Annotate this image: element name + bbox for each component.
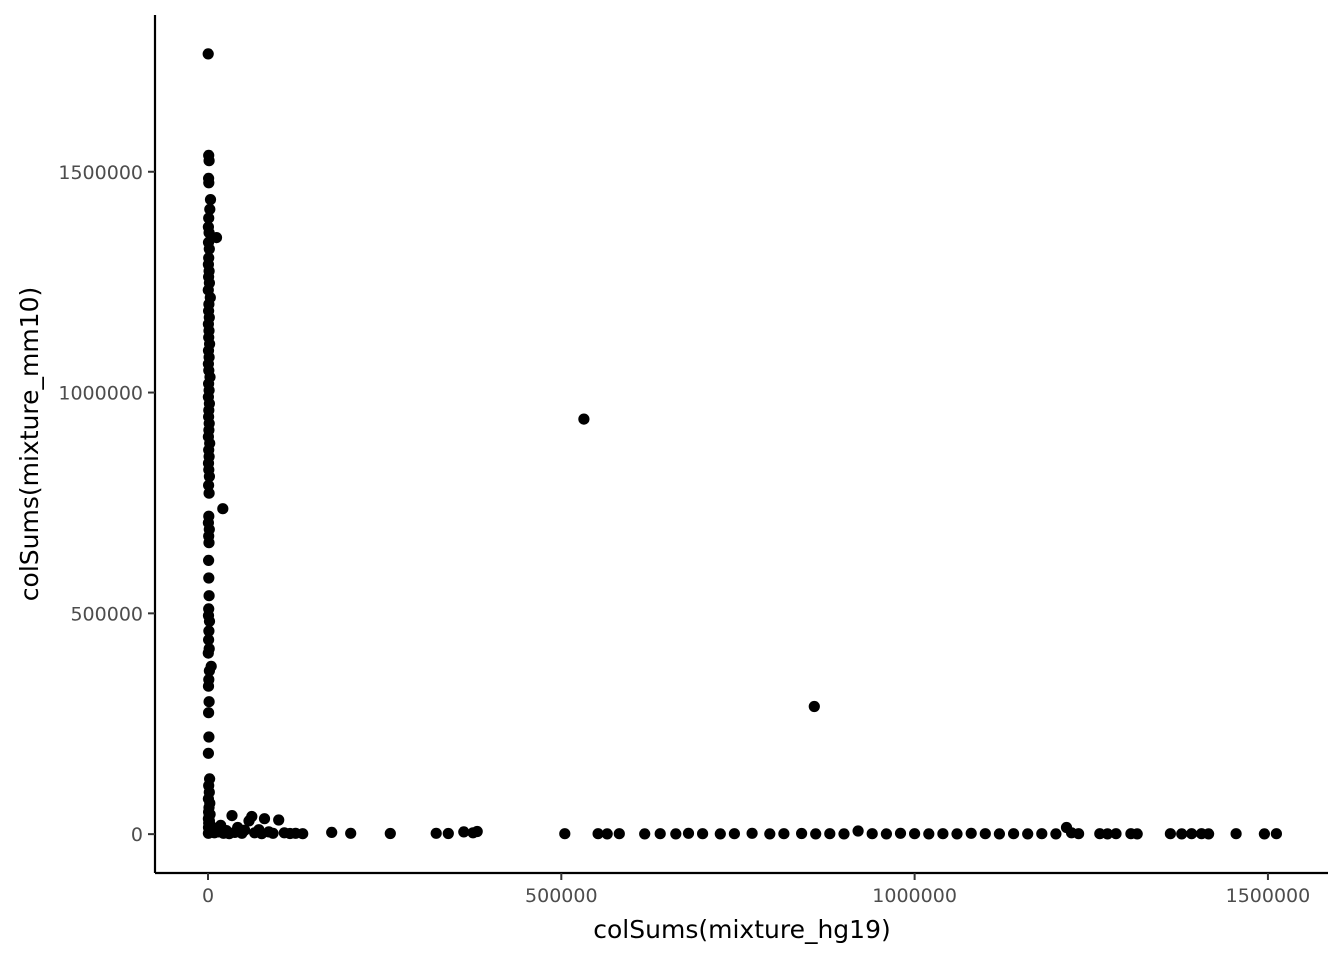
data-point — [203, 696, 215, 708]
data-point — [203, 487, 215, 499]
data-point — [1230, 828, 1242, 840]
y-tick-label: 500000 — [70, 603, 143, 625]
data-point — [654, 828, 666, 840]
data-point — [203, 470, 215, 483]
y-axis-ticks: 0 500000 1000000 1500000 — [58, 162, 155, 846]
x-axis-title: colSums(mixture_hg19) — [593, 915, 890, 944]
data-point — [810, 828, 822, 840]
data-point — [203, 634, 215, 646]
data-point — [204, 194, 217, 206]
data-point — [728, 828, 741, 840]
data-point — [203, 554, 215, 567]
data-point — [258, 813, 271, 825]
y-axis-title: colSums(mixture_mm10) — [15, 287, 44, 601]
data-point — [203, 615, 216, 627]
data-point — [1131, 828, 1143, 840]
data-point — [203, 731, 215, 743]
data-point — [203, 212, 215, 224]
data-point — [203, 155, 215, 167]
data-point — [430, 827, 442, 839]
data-point — [592, 828, 604, 840]
data-point — [909, 828, 921, 840]
data-point — [808, 700, 820, 713]
data-point — [559, 828, 571, 840]
data-point — [697, 828, 709, 840]
data-point — [442, 827, 454, 840]
data-point — [578, 413, 590, 425]
data-point — [458, 826, 470, 838]
data-point — [203, 665, 215, 677]
data-point — [203, 243, 215, 255]
data-point — [345, 827, 357, 839]
data-point — [601, 828, 613, 840]
data-point — [203, 707, 215, 719]
data-point — [778, 828, 790, 840]
data-point — [951, 828, 963, 840]
data-point — [979, 828, 991, 840]
data-point — [267, 827, 279, 839]
data-point — [1036, 828, 1048, 840]
data-point — [1022, 828, 1034, 840]
data-point — [796, 827, 808, 840]
data-point — [226, 810, 238, 822]
data-point — [203, 590, 215, 602]
x-tick-label: 0 — [202, 885, 214, 907]
data-point — [239, 824, 251, 836]
y-tick-label: 1000000 — [58, 383, 143, 405]
data-point — [326, 826, 338, 839]
data-point — [613, 828, 625, 840]
data-point — [923, 828, 935, 840]
data-point — [384, 827, 396, 840]
data-point — [852, 825, 864, 837]
data-point — [714, 828, 726, 840]
data-point — [202, 48, 214, 60]
data-point — [880, 828, 893, 840]
data-point — [1258, 828, 1270, 840]
data-point — [1186, 828, 1198, 840]
data-point — [204, 203, 216, 215]
data-point — [217, 503, 229, 515]
data-point — [764, 828, 776, 840]
data-point — [203, 625, 215, 637]
y-tick-label: 0 — [131, 824, 143, 846]
data-point — [1050, 828, 1062, 840]
data-point — [203, 537, 215, 549]
points-layer — [202, 48, 1282, 840]
x-tick-label: 500000 — [525, 885, 598, 907]
x-axis-ticks: 0 500000 1000000 1500000 — [202, 873, 1310, 907]
data-point — [471, 825, 483, 838]
data-point — [1270, 828, 1282, 840]
x-tick-label: 1500000 — [1226, 885, 1311, 907]
data-point — [639, 828, 651, 840]
data-point — [1164, 828, 1176, 840]
data-point — [937, 828, 949, 840]
data-point — [824, 828, 836, 840]
data-point — [682, 827, 695, 839]
data-point — [1176, 828, 1188, 840]
data-point — [202, 747, 214, 759]
x-tick-label: 1000000 — [872, 885, 957, 907]
data-point — [202, 647, 214, 659]
data-point — [246, 810, 258, 823]
y-tick-label: 1500000 — [58, 162, 143, 184]
data-point — [203, 572, 215, 584]
data-point — [273, 814, 285, 826]
data-point — [1008, 828, 1020, 840]
data-point — [993, 828, 1006, 840]
data-point — [1073, 828, 1085, 840]
data-point — [746, 827, 758, 839]
data-point — [202, 680, 215, 692]
data-point — [203, 177, 215, 189]
data-point — [297, 828, 309, 840]
data-point — [866, 828, 878, 840]
data-point — [838, 828, 850, 840]
data-point — [965, 827, 977, 839]
data-point — [670, 828, 682, 840]
data-point — [1101, 828, 1114, 840]
data-point — [1110, 828, 1122, 840]
data-point — [1203, 828, 1215, 840]
data-point — [894, 827, 907, 839]
